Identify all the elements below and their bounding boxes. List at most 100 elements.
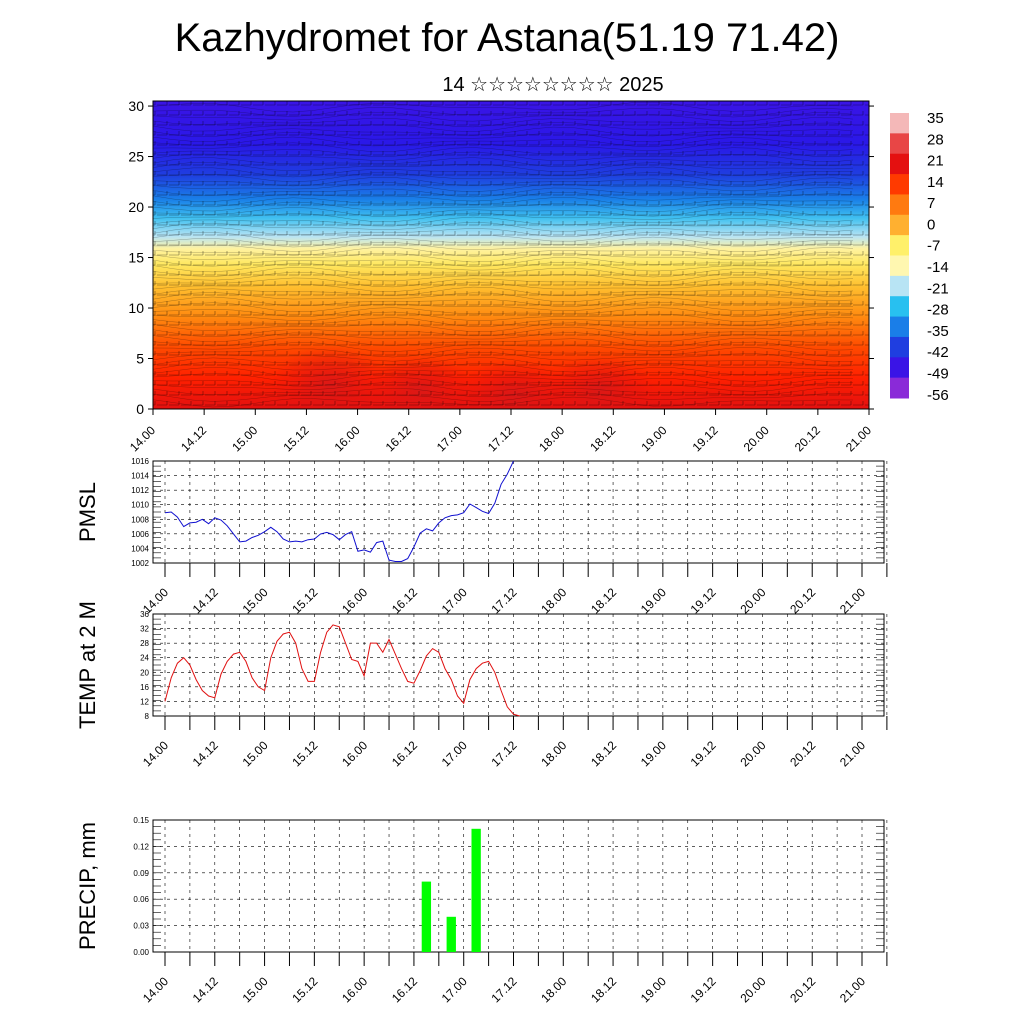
y-tick-label: 16: [140, 683, 149, 692]
x-tick-label: 20.00: [737, 585, 768, 616]
section-x-tick-label: 15.00: [229, 423, 260, 454]
series-line: [164, 460, 514, 562]
y-tick-label: 0.06: [133, 895, 149, 904]
x-tick-label: 19.12: [688, 738, 719, 769]
colorbar-label: 14: [927, 174, 944, 191]
section-y-tick-label: 5: [136, 351, 144, 367]
section-x-tick-label: 20.00: [741, 423, 772, 454]
panel-frame: [152, 613, 885, 717]
x-tick-label: 15.00: [240, 974, 271, 1005]
x-tick-label: 21.00: [837, 738, 868, 769]
colorbar-label: 21: [927, 153, 944, 170]
y-axis-label: PRECIP, mm: [75, 822, 100, 950]
y-tick-label: 0.15: [133, 816, 149, 825]
colorbar-label: -21: [927, 280, 949, 297]
x-tick-label: 16.12: [389, 974, 420, 1005]
subtitle: 14 ☆☆☆☆☆☆☆☆ 2025: [442, 74, 664, 96]
section-x-tick-label: 16.12: [383, 423, 414, 454]
colorbar-label: 28: [927, 131, 944, 148]
colorbar-swatch: [890, 336, 909, 358]
section-x-tick-label: 20.12: [792, 423, 823, 454]
colorbar-swatch: [890, 235, 909, 256]
x-tick-label: 18.00: [538, 974, 569, 1005]
colorbar-label: -35: [927, 323, 949, 340]
x-tick-label: 15.00: [240, 585, 271, 616]
x-tick-label: 20.12: [787, 738, 818, 769]
temp-plot: 8 12 16 20 24 28 32 36 14.00 14.12 15.00 15.12 16.00…: [75, 601, 888, 769]
y-tick-label: 1010: [131, 501, 149, 510]
x-tick-label: 20.12: [787, 585, 818, 616]
x-tick-label: 16.12: [389, 585, 420, 616]
main-title: Kazhydromet for Astana(51.19 71.42): [174, 16, 840, 60]
colorbar-swatch: [890, 133, 909, 155]
y-tick-label: 8: [145, 712, 150, 721]
y-tick-label: 1002: [131, 559, 149, 568]
x-tick-label: 20.00: [737, 974, 768, 1005]
precip-bar: [471, 828, 481, 952]
section-x-tick-label: 18.00: [536, 423, 567, 454]
colorbar-label: -14: [927, 259, 949, 276]
y-tick-label: 0.09: [133, 869, 149, 878]
colorbar-label: 0: [927, 216, 935, 233]
y-axis-label: TEMP at 2 M: [75, 601, 100, 729]
series-line: [164, 624, 520, 717]
colorbar-label: -56: [927, 387, 949, 404]
colorbar-label: -42: [927, 344, 949, 361]
x-tick-label: 16.12: [389, 738, 420, 769]
x-tick-label: 18.00: [538, 738, 569, 769]
section-y-tick-label: 15: [128, 250, 144, 266]
section-y-tick-label: 25: [128, 149, 144, 165]
wind-barbs: [153, 101, 869, 409]
x-tick-label: 16.00: [339, 738, 370, 769]
x-tick-label: 21.00: [837, 974, 868, 1005]
section-x-tick-label: 14.00: [127, 423, 158, 454]
x-tick-label: 14.12: [190, 974, 221, 1005]
x-tick-label: 15.00: [240, 738, 271, 769]
colorbar-label: 35: [927, 110, 944, 127]
y-tick-label: 28: [140, 639, 149, 648]
panel-frame: [152, 460, 885, 564]
colorbar-swatch: [890, 377, 909, 399]
colorbar-swatch: [890, 357, 909, 379]
colorbar-swatch: [890, 113, 909, 134]
section-x-tick-label: 19.12: [690, 423, 721, 454]
colorbar-swatch: [890, 174, 909, 195]
x-tick-label: 14.00: [140, 974, 171, 1005]
y-tick-label: 36: [140, 610, 149, 619]
section-x-tick-label: 17.12: [485, 423, 516, 454]
colorbar-swatch: [890, 316, 909, 338]
precip-bar: [421, 881, 432, 952]
colorbar-swatch: [890, 194, 909, 216]
colorbar-swatch: [890, 153, 909, 175]
x-tick-label: 19.00: [638, 738, 669, 769]
vertical-section-plot: 0 5 10 15 20 25 30 14.00 14.12 15.00 15.12 16.00 16.…: [127, 98, 874, 454]
y-tick-label: 20: [140, 668, 149, 677]
x-tick-label: 19.12: [688, 974, 719, 1005]
x-tick-label: 17.12: [488, 585, 519, 616]
x-tick-label: 16.00: [339, 585, 370, 616]
colorbar-label: -28: [927, 302, 949, 319]
section-field: [153, 101, 869, 409]
x-tick-label: 17.00: [439, 974, 470, 1005]
section-y-tick-label: 30: [128, 98, 144, 114]
y-tick-label: 12: [140, 697, 149, 706]
y-tick-label: 1016: [131, 457, 149, 466]
colorbar-swatch: [890, 214, 909, 236]
y-tick-label: 1012: [131, 486, 149, 495]
x-tick-label: 19.00: [638, 585, 669, 616]
colorbar: 35 28 21 14 7 0 -7 -14 -21 -28 -35 -42 -49 -56: [890, 110, 949, 404]
y-tick-label: 0.03: [133, 922, 149, 931]
section-x-tick-label: 17.00: [434, 423, 465, 454]
x-tick-label: 16.00: [339, 974, 370, 1005]
x-tick-label: 20.12: [787, 974, 818, 1005]
x-tick-label: 17.00: [439, 585, 470, 616]
x-tick-label: 18.12: [588, 974, 619, 1005]
x-tick-label: 15.12: [289, 738, 320, 769]
x-tick-label: 17.00: [439, 738, 470, 769]
y-tick-label: 24: [140, 654, 149, 663]
y-tick-label: 1006: [131, 530, 149, 539]
x-tick-label: 15.12: [289, 585, 320, 616]
colorbar-swatch: [890, 296, 909, 318]
